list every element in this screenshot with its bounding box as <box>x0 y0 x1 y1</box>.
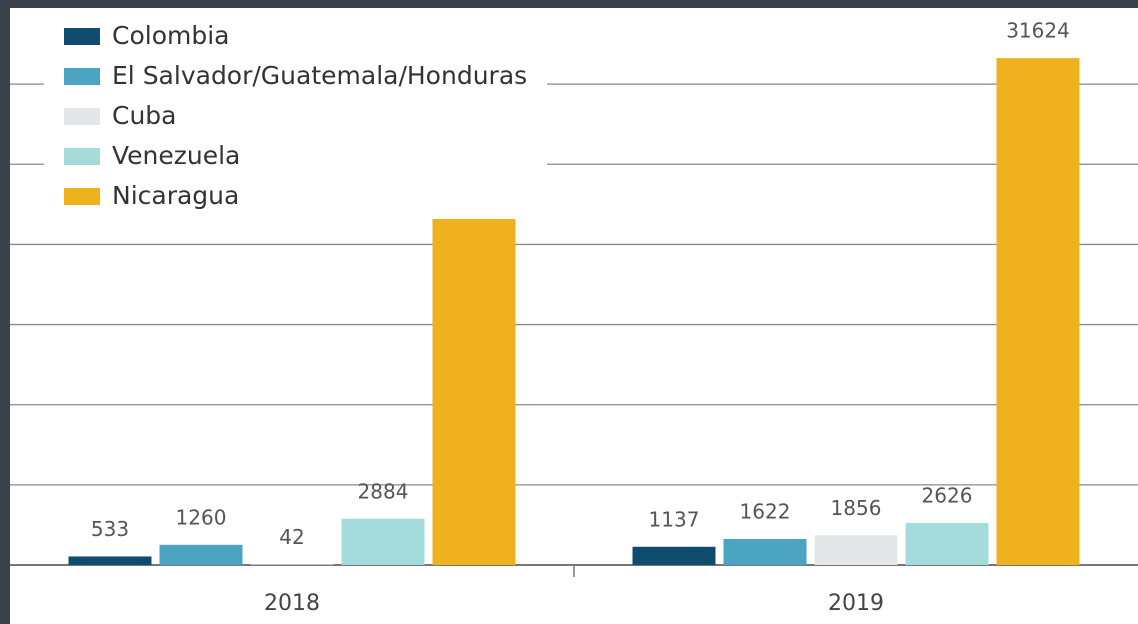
bar <box>68 556 152 565</box>
legend-swatch <box>64 148 100 165</box>
value-label: 31624 <box>1006 19 1070 43</box>
value-label: 1260 <box>176 505 227 529</box>
bar <box>723 539 807 565</box>
x-tick-label: 2018 <box>264 591 320 616</box>
value-label: 1622 <box>740 500 791 524</box>
legend-label: Nicaragua <box>112 181 239 210</box>
legend-label: Colombia <box>112 21 229 50</box>
legend-swatch <box>64 188 100 205</box>
legend-label: El Salvador/Guatemala/Honduras <box>112 61 527 90</box>
legend-swatch <box>64 68 100 85</box>
x-tick-label: 2019 <box>828 591 884 616</box>
bar <box>250 564 334 565</box>
value-label: 1856 <box>831 496 882 520</box>
bar <box>159 544 243 565</box>
legend-swatch <box>64 108 100 125</box>
legend-label: Venezuela <box>112 141 240 170</box>
bar <box>632 546 716 565</box>
value-label: 42 <box>279 525 304 549</box>
bar <box>905 522 989 565</box>
legend-label: Cuba <box>112 101 177 130</box>
legend-swatch <box>64 28 100 45</box>
bar <box>341 518 425 565</box>
bar <box>814 535 898 565</box>
value-label: 2884 <box>358 479 409 503</box>
bar <box>996 58 1080 565</box>
value-label: 2626 <box>922 483 973 507</box>
value-label: 1137 <box>649 507 700 531</box>
value-label: 533 <box>91 517 129 541</box>
legend-background <box>44 15 548 219</box>
bar <box>432 194 516 565</box>
